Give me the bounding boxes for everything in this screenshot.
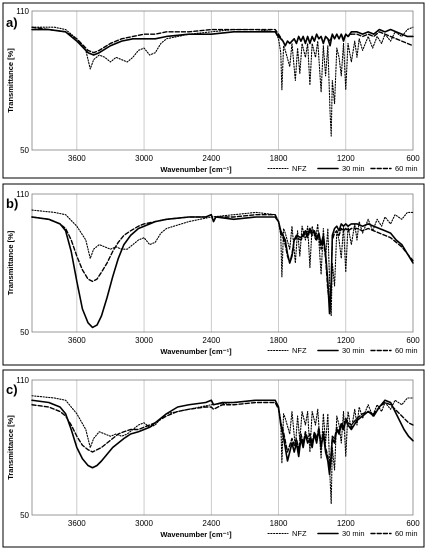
x-tick-label: 600 xyxy=(406,154,420,163)
legend-label: 60 min xyxy=(395,529,418,538)
panel-label: a) xyxy=(6,15,18,30)
panel-frame xyxy=(2,369,425,548)
y-axis-label: Transmittance [%] xyxy=(6,415,15,480)
y-tick-label: 110 xyxy=(16,190,29,199)
legend-label: NFZ xyxy=(292,346,307,355)
y-tick-label: 50 xyxy=(20,328,29,337)
series-nfz xyxy=(31,26,414,137)
legend-label: 30 min xyxy=(342,529,365,538)
legend-label: NFZ xyxy=(292,164,307,173)
legend-label: NFZ xyxy=(292,529,307,538)
x-tick-label: 1800 xyxy=(270,154,288,163)
plot-area xyxy=(31,379,414,516)
y-tick-label: 110 xyxy=(16,7,29,16)
panel-label: b) xyxy=(6,196,18,211)
x-tick-label: 1200 xyxy=(337,519,355,528)
x-tick-label: 3600 xyxy=(68,336,86,345)
panel-label: c) xyxy=(6,382,18,397)
x-tick-label: 3000 xyxy=(135,519,153,528)
x-tick-label: 3000 xyxy=(135,154,153,163)
x-tick-label: 3000 xyxy=(135,336,153,345)
plot-area xyxy=(31,10,414,151)
y-tick-label: 110 xyxy=(16,376,29,385)
x-tick-label: 2400 xyxy=(202,519,220,528)
series-nfz xyxy=(31,209,414,317)
panel-frame xyxy=(2,183,425,366)
x-axis-label: Wavenumber [cm⁻¹] xyxy=(160,530,232,539)
y-axis-label: Transmittance [%] xyxy=(6,230,15,295)
x-axis-label: Wavenumber [cm⁻¹] xyxy=(160,347,232,356)
legend-label: 30 min xyxy=(342,164,365,173)
x-tick-label: 2400 xyxy=(202,336,220,345)
x-tick-label: 3600 xyxy=(68,154,86,163)
x-tick-label: 600 xyxy=(406,519,420,528)
x-tick-label: 1800 xyxy=(270,336,288,345)
x-tick-label: 1200 xyxy=(337,336,355,345)
plot-area xyxy=(31,193,414,333)
series-30-min xyxy=(31,399,414,476)
x-axis-label: Wavenumber [cm⁻¹] xyxy=(160,165,232,174)
x-tick-label: 1800 xyxy=(270,519,288,528)
x-tick-label: 2400 xyxy=(202,154,220,163)
x-tick-label: 3600 xyxy=(68,519,86,528)
series-60-min xyxy=(31,26,414,54)
y-axis-label: Transmittance [%] xyxy=(6,48,15,113)
legend-label: 60 min xyxy=(395,346,418,355)
panel-frame xyxy=(2,2,425,179)
x-tick-label: 1200 xyxy=(337,154,355,163)
y-tick-label: 50 xyxy=(20,511,29,520)
series-60-min xyxy=(31,214,414,306)
legend-label: 60 min xyxy=(395,164,418,173)
y-tick-label: 50 xyxy=(20,146,29,155)
chart-panel-2: 3600 3000 2400 1800 1200 600 50 110 Wavenumber [… xyxy=(2,183,425,366)
x-tick-label: 600 xyxy=(406,336,420,345)
legend-label: 30 min xyxy=(342,346,365,355)
chart-panel-3: 3600 3000 2400 1800 1200 600 50 110 Wavenumber [… xyxy=(2,369,425,548)
series-60-min xyxy=(31,401,414,469)
chart-panel-1: 3600 3000 2400 1800 1200 600 50 110 Wavenumber [… xyxy=(2,2,425,179)
